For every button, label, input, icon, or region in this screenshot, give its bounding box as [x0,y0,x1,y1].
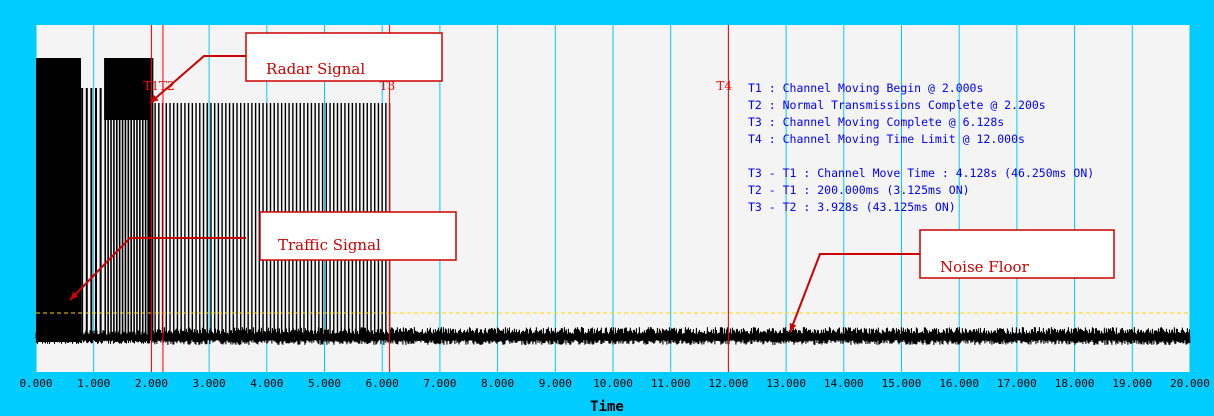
x-tick-label: 1.000 [77,377,110,390]
info-line: T3 : Channel Moving Complete @ 6.128s [748,115,1004,129]
annotation-box [259,211,457,261]
marker-label: T3 [380,79,396,93]
info-line: T1 : Channel Moving Begin @ 2.000s [748,81,983,95]
x-axis-ticks: 0.000 1.000 2.000 3.000 4.000 5.000 6.000 7.000… [19,377,1209,390]
x-tick-label: 12.000 [709,377,749,390]
grid-layer [35,25,1191,372]
x-tick-label: 19.000 [1112,377,1152,390]
info-line: T4 : Channel Moving Time Limit @ 12.000s [748,132,1025,146]
x-tick-label: 9.000 [539,377,572,390]
info-line: T3 - T1 : Channel Move Time : 4.128s (46… [748,166,1094,180]
x-tick-label: 6.000 [366,377,399,390]
x-tick-label: 16.000 [939,377,979,390]
arrowhead [70,291,79,300]
annotation-label: Noise Floor [940,258,1030,276]
x-tick-label: 5.000 [308,377,341,390]
x-tick-label: 7.000 [423,377,456,390]
arrowhead [150,94,159,103]
info-line: T2 : Normal Transmissions Complete @ 2.2… [748,98,1046,112]
annotation-arrow [789,253,920,333]
x-tick-label: 11.000 [651,377,691,390]
x-tick-label: 18.000 [1055,377,1095,390]
x-tick-label: 17.000 [997,377,1037,390]
x-tick-label: 2.000 [135,377,168,390]
annotation-label: Radar Signal [266,60,365,78]
marker-label: T4 [716,79,732,93]
info-panel: T1 : Channel Moving Begin @ 2.000s T2 : N… [748,81,1094,214]
annotation-arrow [69,237,246,301]
x-tick-label: 10.000 [593,377,633,390]
noise-floor [35,330,152,344]
x-tick-label: 15.000 [882,377,922,390]
x-tick-label: 14.000 [824,377,864,390]
x-tick-label: 3.000 [193,377,226,390]
trace-block [147,58,154,338]
info-line: T2 - T1 : 200.000ms (3.125ms ON) [748,183,970,197]
annotation-arrow [149,55,246,104]
annotation-layer: Radar Signal Traffic Signal Noise Floor [69,32,1115,333]
info-line: T3 - T2 : 3.928s (43.125ms ON) [748,200,956,214]
x-axis-label: Time [590,399,624,415]
x-tick-label: 4.000 [250,377,283,390]
trace-block [36,58,82,342]
trace-block [104,58,152,120]
marker-layer [150,25,729,372]
annotation-label: Traffic Signal [278,236,381,254]
arrowhead [789,323,797,332]
noise-floor [150,326,1191,346]
x-tick-label: 8.000 [481,377,514,390]
signal-trace [35,58,1191,346]
x-tick-label: 20.000 [1170,377,1210,390]
x-tick-label: 0.000 [19,377,52,390]
x-tick-label: 13.000 [766,377,806,390]
